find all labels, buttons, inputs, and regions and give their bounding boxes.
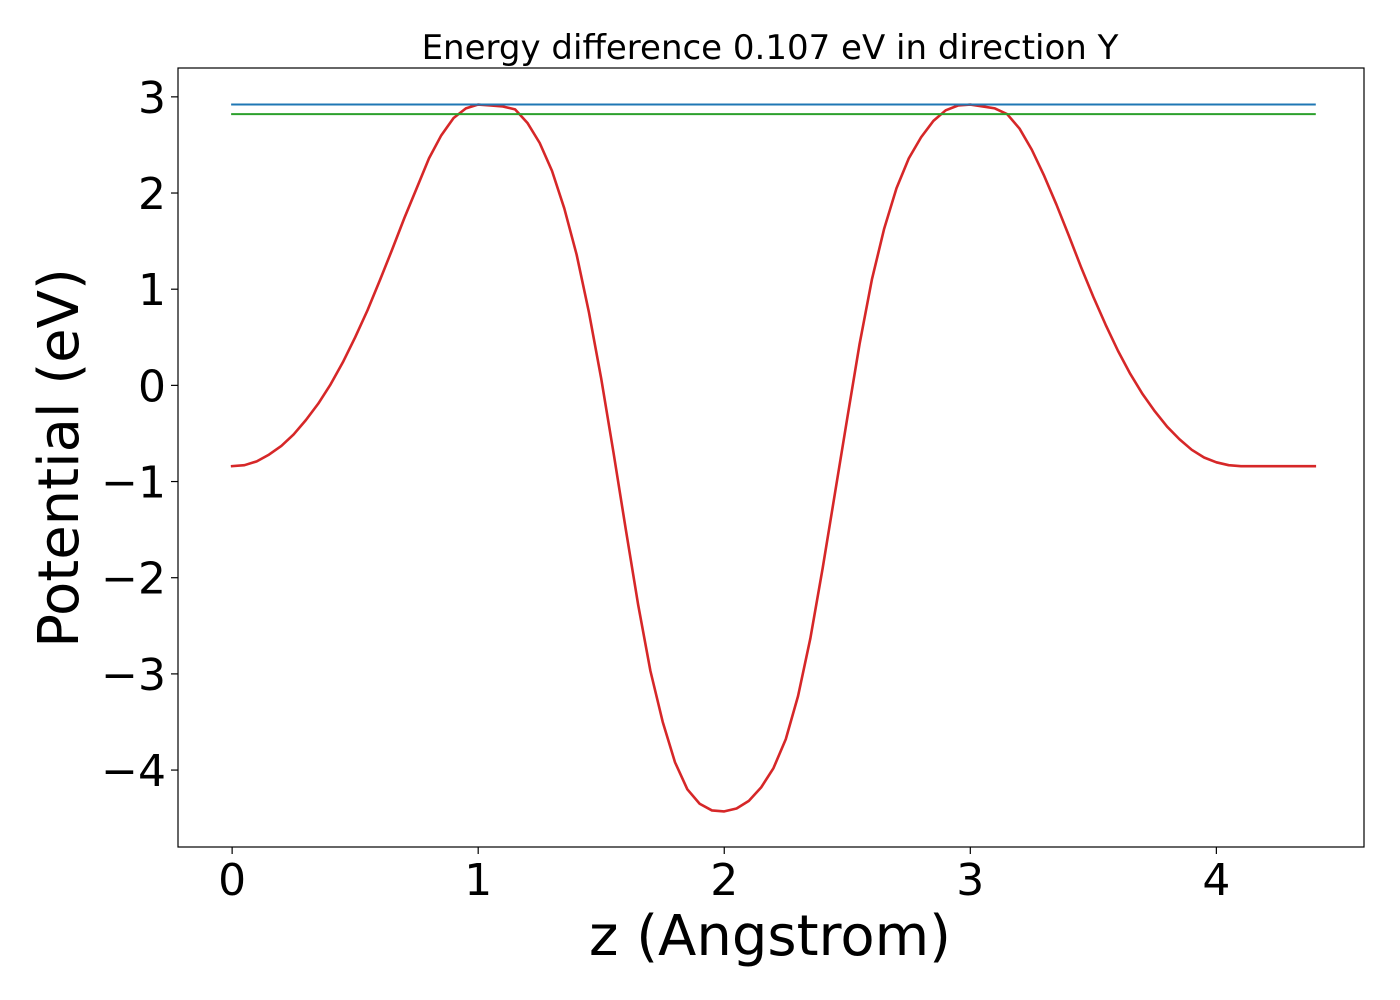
y-tick-label: −2: [101, 554, 166, 605]
y-axis-label: Potential (eV): [27, 268, 92, 648]
y-axis-ticks: 3 2 1 0 −1 −2 −3 −4: [101, 73, 178, 797]
y-tick-label: 1: [138, 265, 166, 316]
y-tick-label: 0: [138, 361, 166, 412]
x-tick-label: 2: [710, 855, 738, 906]
y-tick-label: −3: [101, 650, 166, 701]
y-tick-label: 3: [138, 73, 166, 124]
x-tick-label: 0: [218, 855, 246, 906]
series-layer: [230, 103, 1317, 813]
x-tick-label: 3: [956, 855, 984, 906]
plot-area: 0 1 2 3 4 3 2 1 0 −1 −2 −3 −4: [101, 67, 1365, 906]
x-axis-ticks: 0 1 2 3 4: [218, 847, 1230, 906]
chart-title: Energy difference 0.107 eV in direction …: [422, 28, 1119, 68]
x-tick-label: 1: [464, 855, 492, 906]
y-tick-label: −1: [101, 458, 166, 509]
potential-curve: [230, 103, 1317, 813]
x-tick-label: 4: [1202, 855, 1230, 906]
axes-frame: [177, 67, 1365, 848]
y-tick-label: 2: [138, 169, 166, 220]
y-tick-label: −4: [101, 746, 166, 797]
x-axis-label: z (Angstrom): [589, 904, 951, 969]
